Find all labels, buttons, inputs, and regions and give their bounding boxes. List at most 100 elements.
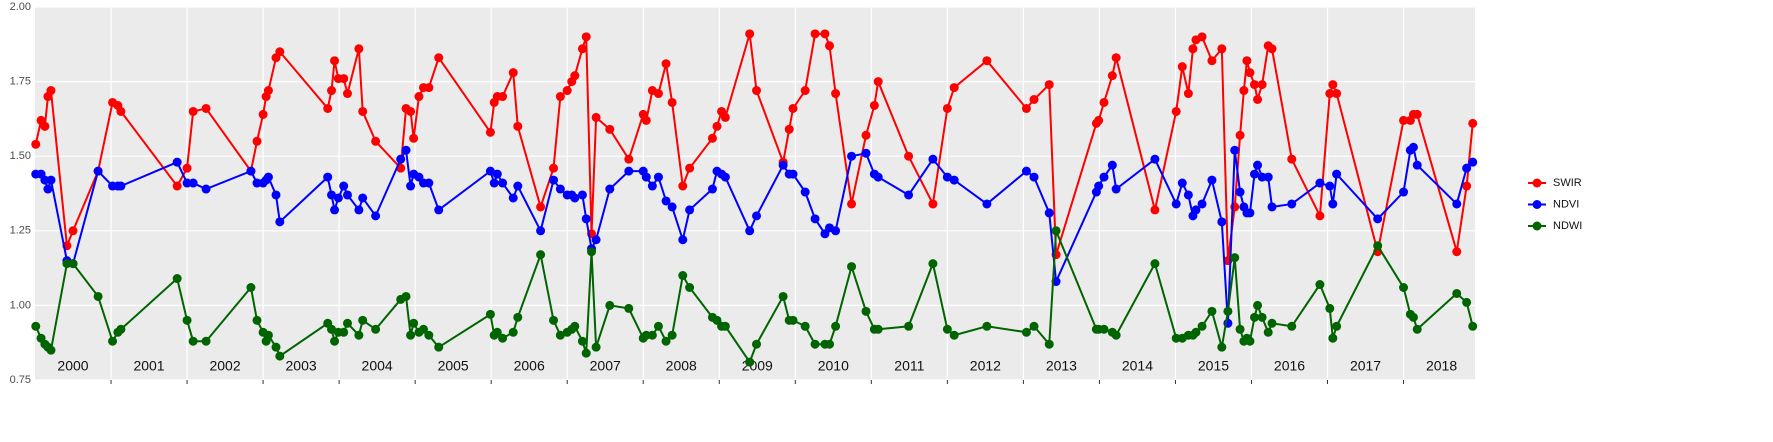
point [1239,86,1249,96]
point [752,211,762,221]
series-line [34,230,1474,365]
point [1235,130,1245,140]
point [1287,199,1297,209]
point [982,321,992,331]
point [605,124,615,134]
point [116,324,126,334]
point [323,172,333,182]
x-tick-label: 2004 [362,358,393,374]
point [1267,44,1277,54]
point [188,178,198,188]
point [116,181,126,191]
point [570,321,580,331]
point [653,89,663,99]
point [1412,109,1422,119]
x-tick-label: 2014 [1122,358,1153,374]
point [647,330,657,340]
point [685,205,695,215]
point [1021,327,1031,337]
point [252,315,262,325]
point [1328,333,1338,343]
point [1177,62,1187,72]
point [172,274,182,284]
point [508,68,518,78]
point [562,86,572,96]
point [1412,324,1422,334]
point [1399,282,1409,292]
point [810,339,820,349]
point [653,321,663,331]
point [641,115,651,125]
point [949,175,959,185]
point [605,184,615,194]
point [342,190,352,200]
x-tick-label: 2016 [1274,358,1305,374]
point [942,172,952,182]
x-tick-label: 2008 [666,358,697,374]
point [661,336,671,346]
point [1267,318,1277,328]
point [591,342,601,352]
point [1207,56,1217,66]
point [1263,327,1273,337]
point [1171,199,1181,209]
point [949,83,959,93]
point [1462,297,1472,307]
point [745,29,755,39]
point [172,157,182,167]
point [549,163,559,173]
point [707,133,717,143]
point [1242,56,1252,66]
point [275,217,285,227]
point [1257,312,1267,322]
point [869,100,879,110]
point [1111,184,1121,194]
point [1257,80,1267,90]
legend-key [1532,200,1542,209]
point [201,184,211,194]
point [1468,118,1478,128]
legend-label: NDWI [1553,220,1582,232]
point [116,106,126,116]
point [831,321,841,331]
point [555,92,565,102]
point [752,86,762,96]
point [928,259,938,269]
point [492,327,502,337]
point [904,151,914,161]
point [847,151,857,161]
x-tick-label: 2012 [970,358,1001,374]
point [333,193,343,203]
point [513,312,523,322]
point [1177,178,1187,188]
x-tick-label: 2017 [1350,358,1381,374]
point [1253,300,1263,310]
point [1452,199,1462,209]
point [188,106,198,116]
point [536,250,546,260]
point [1217,44,1227,54]
point [570,71,580,81]
point [271,190,281,200]
point [667,97,677,107]
point [549,175,559,185]
point [928,199,938,209]
point [1245,208,1255,218]
point [1468,321,1478,331]
point [485,166,495,176]
point [339,74,349,84]
point [485,309,495,319]
point [1183,190,1193,200]
point [1207,175,1217,185]
point [1094,181,1104,191]
x-tick-label: 2002 [209,358,240,374]
point [591,235,601,245]
point [982,56,992,66]
x-tick-label: 2000 [57,358,88,374]
point [825,339,835,349]
point [396,154,406,164]
point [339,181,349,191]
point [246,282,256,292]
point [778,160,788,170]
